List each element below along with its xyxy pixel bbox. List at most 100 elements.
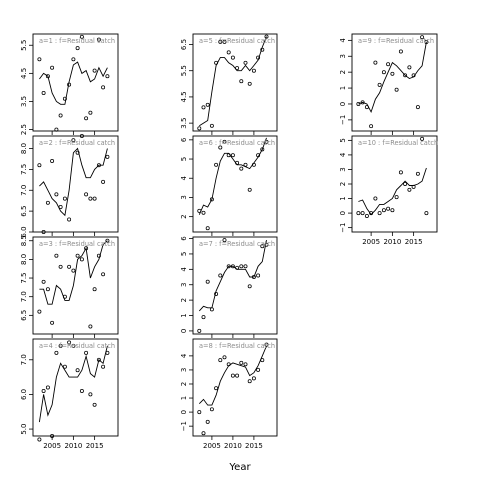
data-point	[84, 192, 89, 197]
data-point	[381, 208, 386, 213]
x-tick-label: 2005	[362, 238, 380, 246]
data-point	[230, 373, 235, 378]
data-point	[264, 34, 269, 39]
y-tick-label: 4	[339, 38, 347, 43]
panel-10: −1 0 1 2 3 4 5 2005 2010 2015 a=10 : f=Residual ca…	[339, 135, 438, 246]
data-point	[218, 358, 223, 363]
data-point	[41, 279, 46, 284]
fitted-line	[198, 345, 267, 406]
y-tick-label: 4.5	[20, 68, 28, 79]
data-point	[54, 192, 59, 197]
data-point	[50, 320, 55, 325]
data-point	[205, 419, 210, 424]
panel-8: −1 0 1 2 3 4 2005 2010 2015 a=8 : f=Residual catc…	[180, 338, 278, 450]
data-point	[360, 211, 365, 216]
y-tick-label: 4.5	[180, 91, 188, 102]
data-point	[201, 105, 206, 110]
data-point	[243, 362, 248, 367]
data-point	[222, 39, 227, 44]
data-point	[394, 195, 399, 200]
data-point	[403, 73, 408, 78]
data-point	[88, 110, 93, 115]
data-point	[373, 60, 378, 65]
data-point	[230, 153, 235, 158]
data-point	[54, 253, 59, 258]
panel-4: 5.0 6.0 7.0 2005 2010 2015 a=4 : f=Residual ca…	[20, 338, 119, 450]
data-point	[415, 105, 420, 110]
data-point	[79, 389, 84, 393]
data-point	[214, 162, 219, 167]
data-point	[356, 102, 361, 106]
data-point	[84, 116, 89, 121]
y-tick-label: 6.5	[20, 206, 28, 217]
data-point	[62, 196, 67, 201]
data-point	[256, 367, 261, 372]
panel-frame	[192, 33, 278, 132]
data-point	[239, 166, 244, 171]
x-tick-label: 2015	[86, 442, 104, 450]
y-tick-label: 5.5	[20, 40, 28, 51]
data-point	[369, 211, 374, 216]
y-tick-label: 6.5	[20, 310, 28, 321]
data-point	[235, 265, 240, 270]
data-point	[58, 205, 63, 209]
data-point	[243, 60, 248, 65]
data-point	[71, 57, 76, 62]
data-point	[415, 171, 420, 176]
data-point	[105, 154, 110, 159]
y-tick-label: 3	[180, 282, 188, 286]
data-point	[256, 273, 261, 278]
y-tick-label: 3	[180, 368, 188, 372]
data-point	[364, 214, 369, 218]
data-point	[105, 350, 110, 355]
panel-frame	[192, 135, 278, 233]
panel-title: a=2 : f=Residual catch	[39, 139, 115, 147]
data-point	[75, 368, 80, 373]
data-point	[260, 244, 265, 249]
data-point	[260, 147, 265, 152]
y-tick-label: −1	[339, 222, 347, 232]
y-tick-label: 2	[180, 382, 188, 386]
data-point	[243, 264, 248, 269]
y-tick-label: 2	[180, 214, 188, 218]
y-tick-label: 7.0	[20, 185, 28, 196]
data-point	[256, 153, 261, 158]
panel-3: 6.5 7.0 7.5 8.0 8.5 a=3 : f=Residual catch	[20, 235, 119, 338]
data-point	[424, 211, 429, 216]
data-point	[251, 68, 256, 73]
data-point	[201, 210, 206, 215]
data-point	[92, 196, 97, 201]
y-tick-label: 7.5	[20, 272, 28, 283]
y-tick-label: −1	[339, 115, 347, 125]
data-point	[75, 150, 80, 155]
data-point	[92, 402, 97, 407]
data-point	[411, 73, 416, 78]
data-point	[62, 96, 67, 101]
x-tick-label: 2010	[383, 238, 401, 246]
data-point	[96, 37, 101, 42]
data-point	[101, 85, 106, 90]
data-point	[386, 206, 391, 211]
data-point	[381, 70, 386, 75]
fitted-line	[358, 41, 427, 114]
data-point	[226, 50, 231, 55]
data-point	[205, 279, 210, 284]
panel-7: 0 1 2 3 4 5 6 a=7 : f=Residual catch	[180, 236, 278, 338]
y-tick-label: 2.5	[20, 124, 28, 135]
data-point	[377, 82, 382, 87]
y-tick-label: 5.0	[20, 424, 28, 435]
data-point	[62, 364, 67, 369]
x-tick-label: 2005	[43, 442, 61, 450]
data-point	[411, 184, 416, 189]
data-point	[251, 376, 256, 381]
data-point	[197, 328, 202, 333]
data-point	[37, 437, 42, 442]
y-tick-label: 5	[180, 157, 188, 161]
y-tick-label: 6.5	[180, 39, 188, 50]
data-point	[386, 62, 391, 67]
y-tick-label: 4	[339, 152, 347, 157]
data-point	[209, 307, 214, 312]
y-tick-label: 8.5	[20, 235, 28, 246]
panel-title: a=1 : f=Residual catch	[39, 37, 115, 45]
panel-frame	[32, 338, 119, 437]
